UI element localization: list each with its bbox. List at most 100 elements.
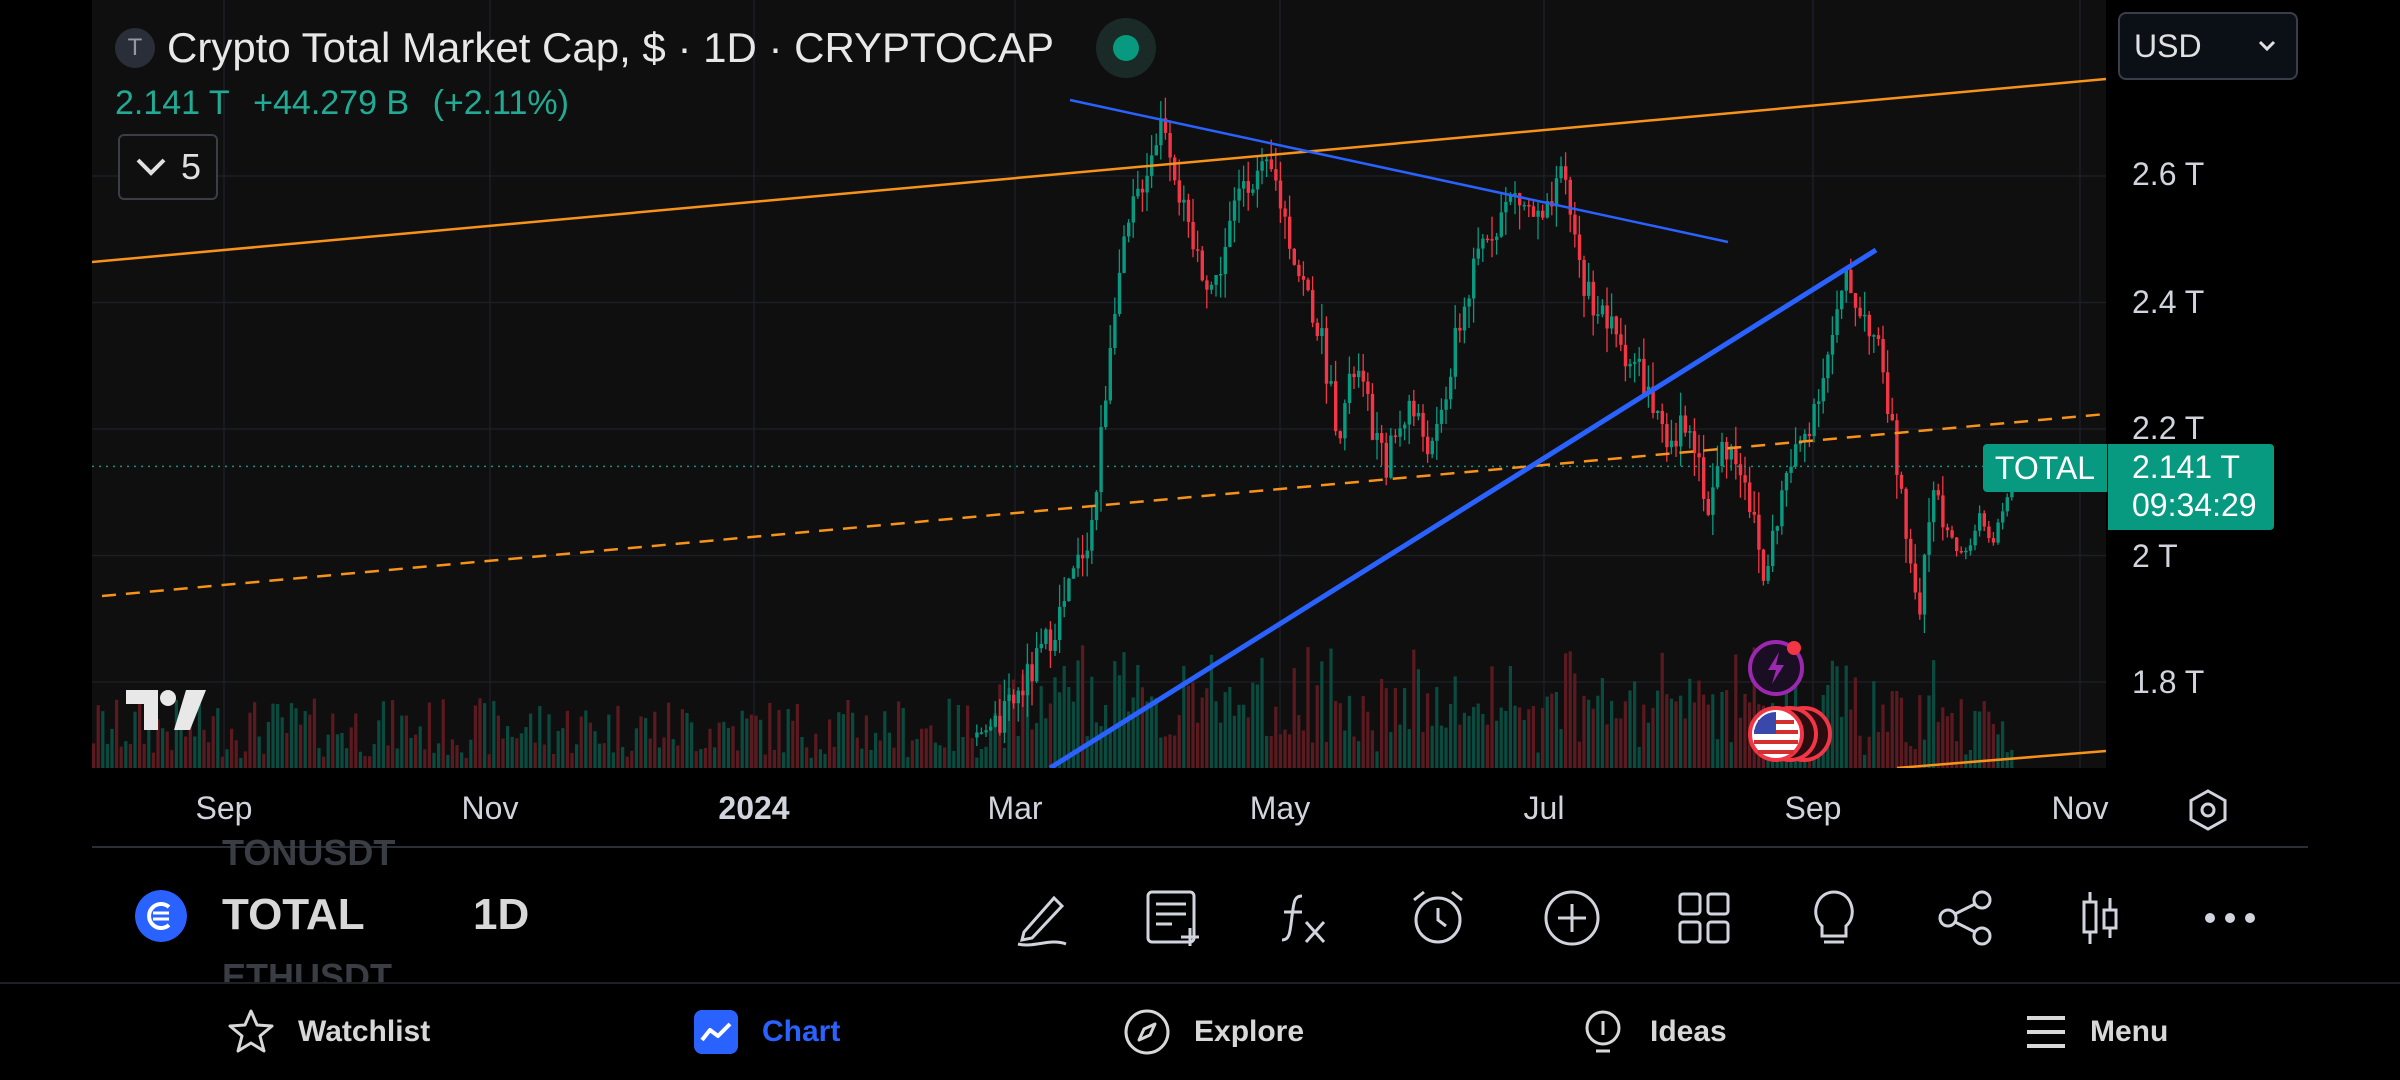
nav-chart[interactable]: Chart [692,1000,840,1064]
candle-body [1403,424,1407,429]
flash-events-icon[interactable] [1746,638,1806,698]
candle-body [1743,475,1747,483]
volume-bar [469,739,473,768]
notes-icon[interactable] [1142,886,1206,950]
candle-body [1048,629,1053,651]
volume-bar [1430,725,1434,768]
volume-bar [593,731,597,768]
volume-bar [1076,660,1080,768]
candle-body [1610,316,1614,329]
volume-bar [533,742,537,768]
candle-body [1600,305,1605,315]
currency-select[interactable]: USD [2118,12,2298,80]
nav-ideas[interactable]: Ideas [1578,1000,1727,1064]
candle-body [1117,272,1122,314]
volume-bar [1338,703,1342,768]
volume-bar [308,714,312,768]
volume-bar [671,739,675,768]
candle-body [1591,281,1595,316]
volume-bar [1711,694,1715,768]
volume-bar [404,715,409,768]
candle-body [1306,279,1310,291]
candle-body [1830,334,1835,355]
volume-bar [565,710,570,768]
volume-bar [381,701,386,768]
current-symbol-button[interactable]: TOTAL [222,890,365,939]
candle-body [1347,373,1352,404]
ideas-bulb-icon[interactable] [1802,886,1866,950]
volume-bar [170,750,174,768]
chart-canvas[interactable] [92,0,2106,768]
add-circle-icon[interactable] [1540,886,1604,950]
volume-bar [1467,715,1471,768]
volume-bar [285,733,289,768]
volume-bar [211,716,215,768]
layouts-grid-icon[interactable] [1672,886,1736,950]
candle-body [1697,453,1701,458]
volume-bar [128,744,133,768]
candle-body [1692,431,1697,454]
candle-body [1835,309,1839,335]
currency-value: USD [2134,27,2202,64]
candle-body [1821,378,1825,402]
more-icon[interactable] [2198,886,2262,950]
price-axis[interactable] [2106,0,2306,768]
symbol-title[interactable]: Crypto Total Market Cap, $ · 1D · CRYPTO… [167,24,1054,71]
interval-button[interactable]: 1D [473,890,530,939]
candle-body [1242,181,1246,189]
nav-menu[interactable]: Menu [2024,1000,2168,1064]
volume-bar [860,748,864,768]
volume-bar [611,752,616,768]
candle-body [1679,415,1683,447]
volume-bar [1665,694,1669,768]
economic-events-flags-icon[interactable] [1746,704,1832,764]
nav-explore[interactable]: Explore [1122,1000,1304,1064]
candle-body [1449,376,1453,400]
volume-bar [1945,716,1950,768]
volume-bar [1895,690,1899,768]
x-tick: Sep [1784,790,1842,826]
volume-bar [266,721,271,768]
pencil-icon[interactable] [1010,886,1074,950]
candle-body [1794,444,1798,467]
volume-bar [1941,707,1945,768]
volume-bar [345,748,349,768]
indicators-toggle-button[interactable]: 5 [118,134,218,200]
symbol-logo-icon: T [115,28,155,68]
candle-body [1030,664,1034,682]
volume-bar [142,743,146,768]
volume-bar [1357,741,1361,768]
candle-body [1527,204,1531,207]
volume-bar [1904,742,1908,768]
volume-bar [1605,724,1609,768]
volume-bar [1858,735,1862,768]
volume-bar [1232,715,1237,768]
x-tick: Nov [461,790,519,826]
volume-bar [897,701,901,768]
volume-bar [1085,736,1089,768]
market-status-icon[interactable] [1095,18,1156,78]
candle-body [1021,690,1025,696]
volume-bar [621,747,625,768]
candle-body [1228,220,1232,247]
candle-body [1462,306,1467,331]
nav-watchlist[interactable]: Watchlist [226,1000,430,1064]
share-icon[interactable] [1934,886,1998,950]
candle-body [1426,436,1430,455]
market-open-dot [1112,35,1139,61]
candle-body [1320,328,1324,337]
watchlist-prev-symbol[interactable]: TONUSDT [222,832,396,873]
chart-settings-icon[interactable] [2186,788,2230,832]
candle-body [1251,189,1255,193]
alert-clock-icon[interactable] [1406,886,1470,950]
candles-icon[interactable] [2068,886,2132,950]
volume-bar [1541,707,1545,768]
indicator-fx-icon[interactable] [1272,886,1336,950]
volume-bar [418,726,422,768]
candle-body [1973,530,1977,546]
candle-body [975,732,979,738]
volume-bar [1462,712,1467,768]
chart-plot[interactable] [92,0,2106,768]
candle-body [1706,498,1710,515]
volume-bar [1550,693,1554,768]
